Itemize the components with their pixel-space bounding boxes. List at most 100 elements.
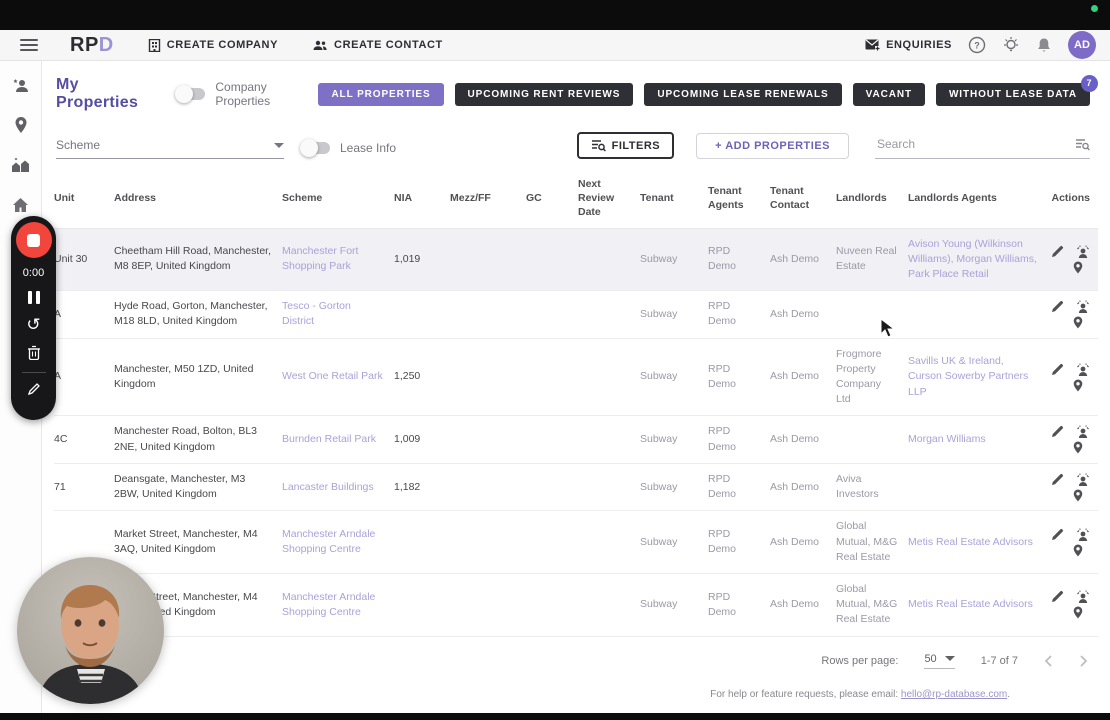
cell-actions (1050, 520, 1098, 565)
table-row[interactable]: Market Street, Manchester, M4 3AQ, Unite… (54, 511, 1098, 574)
svg-text:?: ? (974, 41, 980, 51)
cell-landlords: Global Mutual, M&G Real Estate (836, 574, 908, 636)
cell-gc (526, 369, 578, 385)
cell-landlords-agents-link[interactable]: Avison Young (Wilkinson Williams), Morga… (908, 229, 1050, 291)
cell-landlords-agents-link[interactable]: Morgan Williams (908, 424, 1050, 455)
edit-property-icon[interactable] (1051, 425, 1064, 438)
lease-info-toggle[interactable] (302, 142, 330, 154)
search-input[interactable] (875, 136, 1045, 152)
chip-upcoming-lease-renewals[interactable]: UPCOMING LEASE RENEWALS (644, 83, 841, 106)
map-location-icon[interactable] (1073, 606, 1083, 619)
sidebar-map-pin-icon[interactable] (11, 115, 31, 135)
delete-recording-button[interactable] (27, 345, 41, 360)
building-icon (148, 39, 161, 52)
notifications-bell-icon[interactable] (1036, 37, 1052, 54)
map-location-icon[interactable] (1073, 316, 1083, 329)
cell-scheme-link[interactable]: Tesco - Gorton District (282, 291, 394, 337)
cell-mezz-ff (450, 479, 526, 495)
cell-scheme-link[interactable]: Lancaster Buildings (282, 472, 394, 503)
map-location-icon[interactable] (1073, 261, 1083, 274)
cell-mezz-ff (450, 534, 526, 550)
manage-agents-icon[interactable] (1076, 528, 1090, 541)
chip-all-properties[interactable]: ALL PROPERTIES (318, 83, 443, 106)
sidebar-schemes-icon[interactable] (11, 155, 31, 175)
chip-without-lease-data[interactable]: WITHOUT LEASE DATA7 (936, 83, 1090, 106)
cell-nia (394, 597, 450, 613)
chip-vacant[interactable]: VACANT (853, 83, 925, 106)
app-logo[interactable]: RPD (70, 34, 114, 57)
table-row[interactable]: Unit 30 Cheetham Hill Road, Manchester, … (54, 229, 1098, 292)
cell-landlords: Global Mutual, M&G Real Estate (836, 511, 908, 573)
edit-property-icon[interactable] (1051, 528, 1064, 541)
help-email-link[interactable]: hello@rp-database.com (901, 689, 1007, 700)
manage-agents-icon[interactable] (1076, 363, 1090, 376)
scheme-select[interactable]: Scheme (56, 138, 284, 159)
recording-indicator-dot (1091, 5, 1098, 12)
manage-agents-icon[interactable] (1076, 300, 1090, 313)
company-properties-toggle[interactable] (177, 88, 205, 100)
cell-landlords-agents-link[interactable]: Metis Real Estate Advisors (908, 589, 1050, 620)
cell-landlords-agents-link[interactable]: Metis Real Estate Advisors (908, 527, 1050, 558)
cell-unit: 71 (54, 472, 114, 503)
sidebar-contacts-icon[interactable] (11, 75, 31, 95)
previous-page-button[interactable] (1044, 655, 1053, 667)
cell-scheme-link[interactable]: West One Retail Park (282, 361, 394, 392)
filters-button[interactable]: FILTERS (577, 132, 675, 159)
create-contact-button[interactable]: CREATE CONTACT (312, 39, 443, 51)
drawing-pen-button[interactable] (27, 382, 41, 396)
map-location-icon[interactable] (1073, 379, 1083, 392)
cell-landlords-agents-link[interactable] (908, 306, 1050, 322)
company-properties-label: Company Properties (215, 80, 318, 108)
chip-upcoming-rent-reviews[interactable]: UPCOMING RENT REVIEWS (455, 83, 634, 106)
search-list-icon[interactable] (1075, 138, 1090, 151)
cell-next-review-date (578, 432, 640, 448)
cell-landlords-agents-link[interactable] (908, 479, 1050, 495)
cell-next-review-date (578, 534, 640, 550)
lease-info-label: Lease Info (340, 141, 396, 155)
edit-property-icon[interactable] (1051, 363, 1064, 376)
help-icon[interactable]: ? (968, 36, 986, 54)
rows-per-page-select[interactable]: 50 (924, 653, 954, 669)
edit-property-icon[interactable] (1051, 245, 1064, 258)
manage-agents-icon[interactable] (1076, 473, 1090, 486)
manage-agents-icon[interactable] (1076, 425, 1090, 438)
edit-property-icon[interactable] (1051, 473, 1064, 486)
hamburger-menu-icon[interactable] (20, 39, 38, 51)
cell-scheme-link[interactable]: Burnden Retail Park (282, 424, 394, 455)
next-page-button[interactable] (1079, 655, 1088, 667)
pause-recording-button[interactable] (28, 291, 40, 304)
edit-property-icon[interactable] (1051, 300, 1064, 313)
table-row[interactable]: A Manchester, M50 1ZD, United Kingdom We… (54, 339, 1098, 417)
cell-next-review-date (578, 369, 640, 385)
sidebar-home-icon[interactable] (11, 195, 31, 215)
table-row[interactable]: 4C Manchester Road, Bolton, BL3 2NE, Uni… (54, 416, 1098, 463)
cell-actions (1050, 292, 1098, 337)
edit-property-icon[interactable] (1051, 590, 1064, 603)
manage-agents-icon[interactable] (1076, 590, 1090, 603)
table-row[interactable]: 71 Deansgate, Manchester, M3 2BW, United… (54, 464, 1098, 511)
table-row[interactable]: U16 Market Street, Manchester, M4 3AQ, U… (54, 574, 1098, 637)
screen-top-bar (0, 0, 1110, 30)
cell-mezz-ff (450, 432, 526, 448)
stop-recording-button[interactable] (16, 222, 52, 258)
map-location-icon[interactable] (1073, 544, 1083, 557)
whats-new-bulb-icon[interactable] (1002, 36, 1020, 54)
cell-mezz-ff (450, 251, 526, 267)
user-avatar[interactable]: AD (1068, 31, 1096, 59)
search-field (875, 136, 1090, 159)
cell-scheme-link[interactable]: Manchester Arndale Shopping Centre (282, 582, 394, 628)
table-row[interactable]: A Hyde Road, Gorton, Manchester, M18 8LD… (54, 291, 1098, 338)
map-location-icon[interactable] (1073, 441, 1083, 454)
col-header-mezz-ff: Mezz/FF (450, 191, 526, 205)
without-lease-data-badge: 7 (1081, 75, 1098, 92)
restart-recording-button[interactable]: ↺ (26, 316, 40, 333)
cell-scheme-link[interactable]: Manchester Fort Shopping Park (282, 236, 394, 282)
cell-scheme-link[interactable]: Manchester Arndale Shopping Centre (282, 519, 394, 565)
create-company-button[interactable]: CREATE COMPANY (148, 39, 278, 52)
cell-landlords-agents-link[interactable]: Savills UK & Ireland, Curson Sowerby Par… (908, 346, 1050, 408)
enquiries-button[interactable]: ENQUIRIES (865, 39, 952, 51)
map-location-icon[interactable] (1073, 489, 1083, 502)
webcam-bubble[interactable] (17, 557, 164, 704)
manage-agents-icon[interactable] (1076, 245, 1090, 258)
add-properties-button[interactable]: + ADD PROPERTIES (696, 133, 849, 159)
